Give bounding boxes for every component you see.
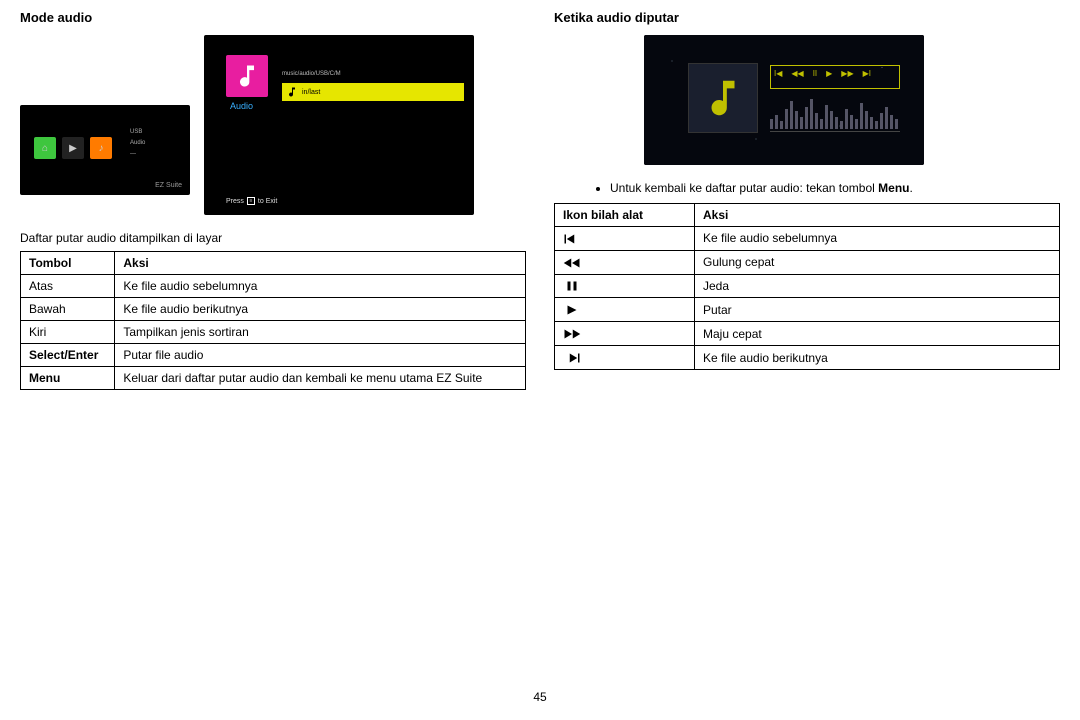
next-icon xyxy=(555,346,695,370)
mini-prev-icon: I◀ xyxy=(774,69,782,78)
th-aksi2: Aksi xyxy=(695,204,1060,227)
right-table: Ikon bilah alat Aksi Ke file audio sebel… xyxy=(554,203,1060,370)
cell-aksi: Ke file audio sebelumnya xyxy=(115,275,526,298)
pause-icon xyxy=(555,274,695,298)
th-ikon: Ikon bilah alat xyxy=(555,204,695,227)
table-row: Jeda xyxy=(555,274,1060,298)
table-row: Ke file audio sebelumnya xyxy=(555,227,1060,251)
table-row: Putar xyxy=(555,298,1060,322)
mini-next-icon: ▶I xyxy=(863,69,871,78)
cell-aksi: Jeda xyxy=(695,274,1060,298)
left-table: Tombol Aksi AtasKe file audio sebelumnya… xyxy=(20,251,526,390)
mini-play-icon: ▶ xyxy=(826,69,832,78)
ez-menu-list: USB Audio — xyxy=(130,127,145,159)
play-icon xyxy=(555,298,695,322)
screenshot-playing: I◀ ◀◀ II ▶ ▶▶ ▶I xyxy=(644,35,924,165)
table-row: Gulung cepat xyxy=(555,250,1060,274)
th-aksi: Aksi xyxy=(115,252,526,275)
mini-pause-icon: II xyxy=(813,69,817,78)
right-screenshots: I◀ ◀◀ II ▶ ▶▶ ▶I xyxy=(554,35,1060,165)
audio-list-item: in/last xyxy=(282,83,464,101)
table-row: Ke file audio berikutnya xyxy=(555,346,1060,370)
rew-icon xyxy=(555,250,695,274)
table-row: KiriTampilkan jenis sortiran xyxy=(21,321,526,344)
cell-tombol: Bawah xyxy=(21,298,115,321)
left-screenshots: ⌂ ▶ ♪ USB Audio — EZ Suite Audio music/a… xyxy=(20,35,526,215)
cell-tombol: Kiri xyxy=(21,321,115,344)
cell-tombol: Atas xyxy=(21,275,115,298)
cell-aksi: Gulung cepat xyxy=(695,250,1060,274)
left-column: Mode audio ⌂ ▶ ♪ USB Audio — EZ Suite xyxy=(20,10,526,390)
right-column: Ketika audio diputar I◀ ◀◀ II ▶ ▶▶ ▶I xyxy=(554,10,1060,390)
table-row: BawahKe file audio berikutnya xyxy=(21,298,526,321)
audio-tile-icon xyxy=(226,55,268,97)
screenshot-audio-list: Audio music/audio/USB/C/M in/last Press … xyxy=(204,35,474,215)
table-row: Maju cepat xyxy=(555,322,1060,346)
cell-tombol: Select/Enter xyxy=(21,344,115,367)
prev-icon xyxy=(555,227,695,251)
cell-aksi: Tampilkan jenis sortiran xyxy=(115,321,526,344)
mini-rew-icon: ◀◀ xyxy=(791,69,803,78)
note-item: Untuk kembali ke daftar putar audio: tek… xyxy=(610,181,1060,195)
cell-aksi: Maju cepat xyxy=(695,322,1060,346)
table-row: MenuKeluar dari daftar putar audio dan k… xyxy=(21,367,526,390)
tile-audio-icon: ♪ xyxy=(90,137,112,159)
tile-play-icon: ▶ xyxy=(62,137,84,159)
table-row: AtasKe file audio sebelumnya xyxy=(21,275,526,298)
cell-aksi: Ke file audio sebelumnya xyxy=(695,227,1060,251)
left-heading: Mode audio xyxy=(20,10,526,25)
right-note: Untuk kembali ke daftar putar audio: tek… xyxy=(554,181,1060,195)
right-heading: Ketika audio diputar xyxy=(554,10,1060,25)
ff-icon xyxy=(555,322,695,346)
tile-usb-icon: ⌂ xyxy=(34,137,56,159)
player-controls: I◀ ◀◀ II ▶ ▶▶ ▶I xyxy=(774,69,871,78)
cell-aksi: Ke file audio berikutnya xyxy=(695,346,1060,370)
audio-title: Audio xyxy=(230,101,253,111)
audio-path: music/audio/USB/C/M xyxy=(282,71,341,77)
left-caption: Daftar putar audio ditampilkan di layar xyxy=(20,231,526,245)
ez-suite-label: EZ Suite xyxy=(155,182,182,189)
equalizer-bars xyxy=(770,95,898,129)
cell-aksi: Putar xyxy=(695,298,1060,322)
cell-aksi: Keluar dari daftar putar audio dan kemba… xyxy=(115,367,526,390)
cell-tombol: Menu xyxy=(21,367,115,390)
th-tombol: Tombol xyxy=(21,252,115,275)
exit-hint: Press ≡ to Exit xyxy=(226,197,277,205)
screenshot-ez-suite: ⌂ ▶ ♪ USB Audio — EZ Suite xyxy=(20,105,190,195)
menu-key-icon: ≡ xyxy=(247,197,255,205)
page-number: 45 xyxy=(0,690,1080,704)
album-art-icon xyxy=(688,63,758,133)
cell-aksi: Ke file audio berikutnya xyxy=(115,298,526,321)
cell-aksi: Putar file audio xyxy=(115,344,526,367)
mini-ff-icon: ▶▶ xyxy=(841,69,853,78)
table-row: Select/EnterPutar file audio xyxy=(21,344,526,367)
